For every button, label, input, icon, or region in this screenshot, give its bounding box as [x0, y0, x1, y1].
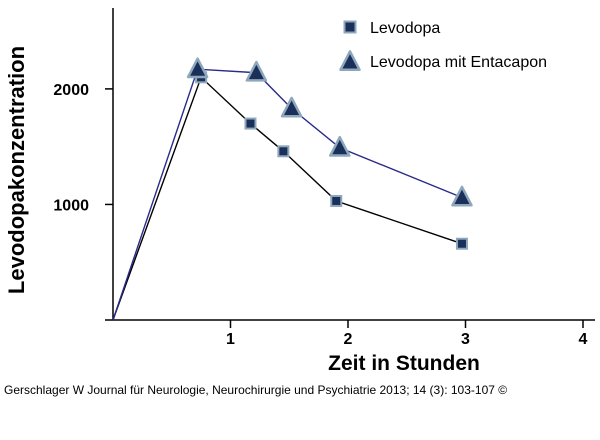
- legend: Levodopa Levodopa mit Entacapon: [339, 20, 547, 71]
- series: [112, 57, 473, 321]
- y-tick-label: 1000: [53, 197, 89, 214]
- axes: [105, 8, 595, 321]
- data-point-levodopa-entacapon: [280, 96, 303, 118]
- y-axis-label: Levodopakonzentration: [4, 46, 29, 294]
- y-tick-label: 2000: [53, 82, 89, 99]
- legend-marker-levodopa: [343, 20, 357, 34]
- x-tick-label: 1: [226, 331, 235, 348]
- ticks: 1 2 3 4 1000 2000: [53, 82, 587, 348]
- data-point-levodopa-entacapon: [186, 57, 209, 79]
- data-point-levodopa-entacapon: [451, 185, 473, 207]
- data-point-levodopa: [277, 145, 290, 158]
- data-point-levodopa: [244, 117, 257, 130]
- data-point-levodopa-entacapon: [329, 135, 351, 157]
- data-point-levodopa: [455, 237, 468, 250]
- series-line-levodopa-entacapon: [112, 68, 463, 321]
- legend-label-levodopa-entacapon: Levodopa mit Entacapon: [370, 54, 547, 71]
- data-point-levodopa-entacapon: [245, 60, 268, 82]
- source-credit: Gerschlager W Journal für Neurologie, Ne…: [4, 383, 508, 397]
- data-point-levodopa: [330, 194, 343, 207]
- x-axis-label: Zeit in Stunden: [328, 352, 480, 375]
- series-line-levodopa: [112, 76, 463, 321]
- x-tick-label: 3: [461, 331, 470, 348]
- legend-label-levodopa: Levodopa: [370, 20, 440, 37]
- legend-marker-levodopa-entacapon: [339, 50, 361, 71]
- x-tick-label: 4: [579, 331, 588, 348]
- x-tick-label: 2: [344, 331, 353, 348]
